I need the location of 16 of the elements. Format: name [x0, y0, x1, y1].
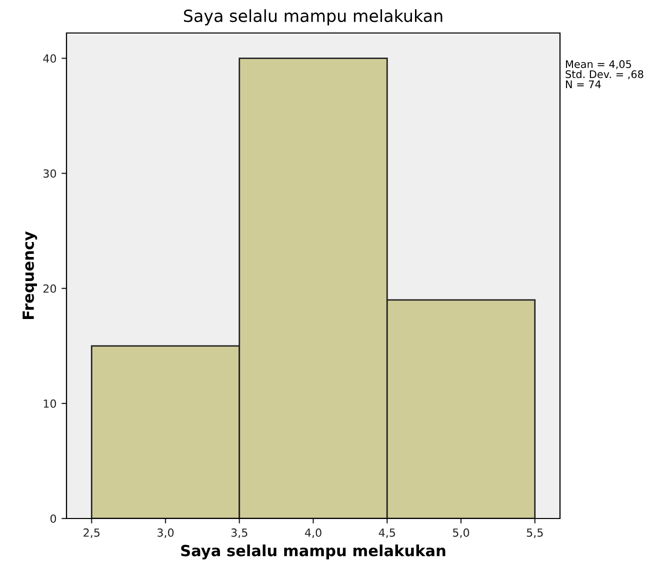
x-tick-label: 3,0 [158, 528, 174, 538]
x-tick-label: 5,0 [453, 528, 470, 538]
y-axis-title: Frequency [22, 231, 38, 320]
x-tick-label: 4,0 [304, 528, 322, 538]
y-tick-label: 0 [50, 514, 56, 523]
x-axis-title: Saya selalu mampu melakukan [181, 544, 446, 560]
y-tick-label: 10 [44, 399, 56, 408]
x-tick-label: 3,5 [231, 528, 248, 538]
y-tick-label: 20 [43, 284, 56, 293]
y-tick-label: 30 [43, 169, 56, 178]
x-tick-label: 2,5 [84, 528, 100, 538]
chart-title: Saya selalu mampu melakukan [184, 9, 442, 26]
y-tick-label: 40 [43, 54, 56, 63]
text: Mean = 4,05 Std. Dev. = ,68 N = 74 [566, 60, 644, 88]
x-tick-label: 5,5 [526, 528, 543, 538]
x-tick-label: 4,5 [378, 528, 395, 538]
